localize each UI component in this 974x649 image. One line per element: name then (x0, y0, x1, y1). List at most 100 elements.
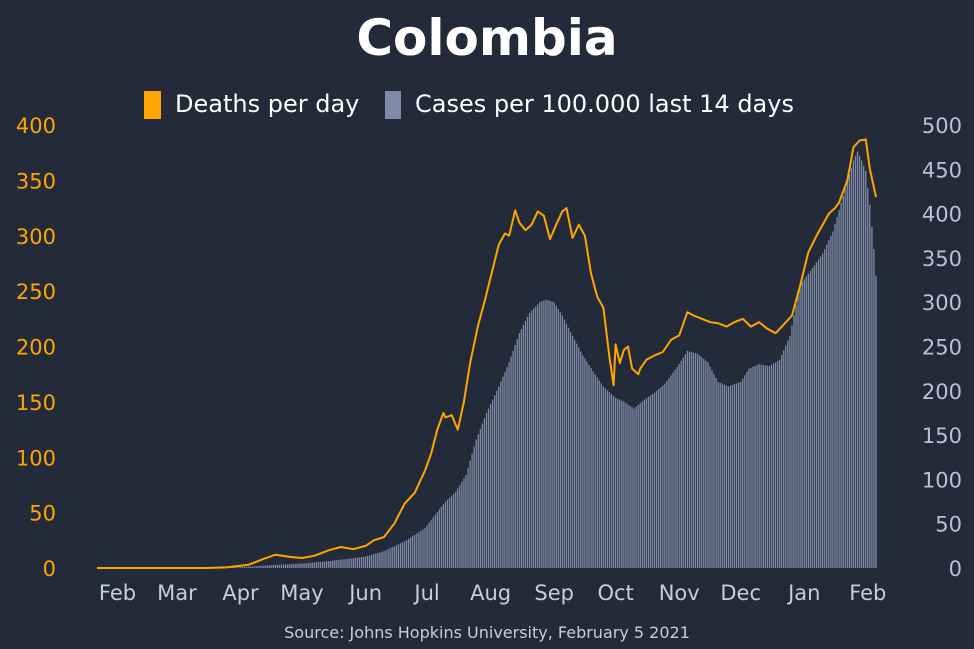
cases-bar (258, 565, 260, 568)
cases-bar (631, 407, 633, 568)
cases-bar (535, 306, 537, 568)
cases-bar (856, 151, 859, 568)
cases-bar (641, 401, 643, 568)
cases-bar (233, 567, 235, 568)
cases-bar (528, 312, 531, 568)
cases-bar (274, 565, 276, 568)
cases-bar (494, 395, 496, 568)
y-right-tick-label: 0 (949, 557, 962, 581)
cases-bar (664, 383, 666, 568)
cases-bar (713, 374, 715, 568)
cases-bar (809, 270, 812, 568)
cases-bar (412, 536, 414, 568)
cases-bar (481, 423, 484, 568)
cases-bar (463, 478, 465, 568)
cases-bar (428, 522, 430, 568)
cases-bar (610, 394, 613, 568)
cases-bar (836, 217, 838, 568)
cases-bar (774, 362, 777, 568)
cases-bar (567, 327, 570, 568)
cases-bar (479, 428, 481, 568)
cases-bar (627, 404, 629, 568)
cases-bar (701, 357, 703, 568)
cases-bar (852, 160, 855, 568)
cases-bar (578, 347, 580, 568)
cases-bar (676, 367, 678, 568)
cases-bar (307, 563, 309, 568)
legend-swatch-cases (385, 91, 401, 119)
cases-bar (733, 384, 736, 568)
cases-bar (707, 362, 709, 568)
cases-bar (832, 231, 834, 568)
cases-bar (584, 358, 586, 568)
cases-bar (692, 352, 695, 568)
cases-bar (604, 388, 607, 568)
legend-label-cases: Cases per 100.000 last 14 days (415, 90, 794, 118)
cases-bars (207, 151, 877, 569)
cases-bar (375, 553, 377, 568)
cases-bar (526, 316, 529, 568)
cases-bar (262, 565, 264, 568)
cases-bar (321, 561, 324, 568)
cases-bar (385, 550, 387, 568)
cases-bar (409, 537, 412, 568)
cases-bar (524, 320, 527, 568)
cases-bar (371, 554, 373, 568)
cases-bar (364, 556, 367, 568)
cases-bar (772, 363, 775, 568)
x-tick-label: Feb (849, 581, 886, 605)
y-right-tick-label: 150 (922, 424, 962, 448)
cases-bar (606, 390, 609, 568)
cases-bar (256, 566, 258, 568)
cases-bar (313, 562, 315, 568)
x-tick-label: Mar (157, 581, 197, 605)
cases-bar (379, 552, 381, 568)
cases-bar (801, 281, 803, 568)
cases-bar (746, 371, 748, 568)
cases-bar (401, 542, 404, 568)
x-tick-label: Jul (412, 581, 439, 605)
cases-bar (762, 364, 764, 568)
cases-bar (748, 368, 750, 568)
cases-bar (662, 385, 664, 568)
cases-bar (516, 339, 518, 568)
cases-bar (405, 540, 408, 568)
cases-bar (440, 506, 443, 568)
y-left-tick-label: 0 (43, 557, 56, 581)
cases-bar (366, 555, 369, 568)
cases-bar (330, 560, 332, 568)
cases-bar (448, 497, 451, 568)
cases-bar (573, 339, 576, 568)
cases-bar (653, 392, 656, 568)
cases-bar (510, 356, 512, 568)
cases-bar (760, 364, 762, 568)
cases-bar (530, 310, 533, 568)
cases-bar (639, 403, 641, 568)
cases-bar (586, 361, 588, 568)
cases-bar (672, 372, 674, 568)
cases-bar (571, 335, 574, 568)
cases-bar (303, 563, 305, 568)
cases-bar (580, 351, 582, 568)
cases-bar (596, 377, 598, 568)
cases-bar (286, 564, 289, 568)
cases-bar (491, 399, 494, 568)
cases-bar (278, 564, 281, 568)
cases-bar (678, 364, 680, 568)
cases-bar (301, 563, 303, 568)
x-tick-label: Dec (720, 581, 761, 605)
cases-bar (477, 434, 479, 568)
cases-bar (867, 187, 869, 568)
cases-bar (362, 556, 365, 568)
y-right-tick-label: 200 (922, 380, 962, 404)
cases-bar (555, 305, 557, 568)
cases-bar (602, 386, 604, 568)
cases-bar (424, 528, 426, 568)
cases-bar (830, 235, 832, 568)
cases-bar (450, 495, 453, 568)
cases-bar (766, 365, 768, 568)
cases-bar (778, 359, 781, 568)
cases-bar (625, 402, 627, 568)
cases-bar (660, 387, 662, 568)
y-left-tick-label: 200 (16, 336, 56, 360)
